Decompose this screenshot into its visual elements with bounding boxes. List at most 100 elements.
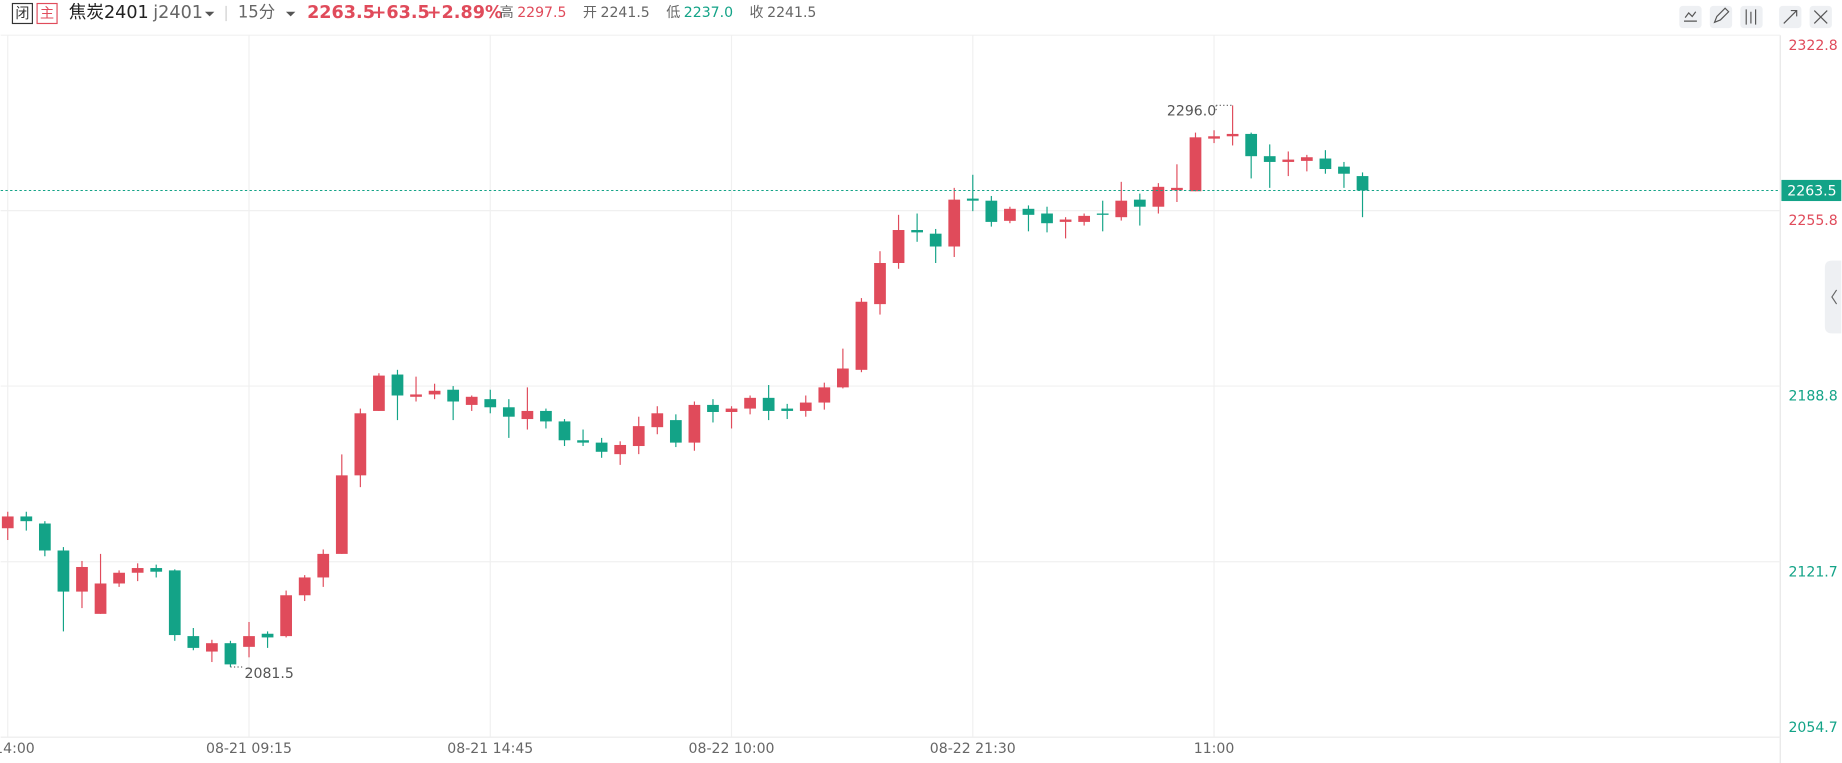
status-box xyxy=(11,2,33,25)
y-tick-label: 2054.7 xyxy=(1788,720,1837,736)
candle-body xyxy=(874,263,886,305)
symbol-name[interactable]: 焦炭2401 xyxy=(69,3,149,23)
header: 闭 主 焦炭2401 j2401 15分 2263.5 +63.5 +2.89%… xyxy=(11,2,816,25)
candle-body xyxy=(20,516,33,522)
candle-body xyxy=(187,636,200,648)
collapse-tab[interactable] xyxy=(1824,260,1842,334)
candle-body xyxy=(1189,137,1202,192)
tool-button[interactable] xyxy=(1679,5,1702,29)
period-dropdown[interactable] xyxy=(285,11,296,17)
candle-body xyxy=(335,475,348,554)
stat-value: 2241.5 xyxy=(767,5,816,21)
candle-body xyxy=(1096,213,1109,215)
candle-body xyxy=(373,375,385,411)
tool-icon xyxy=(1745,9,1757,25)
candle-body xyxy=(1282,159,1295,162)
candle-body xyxy=(38,523,51,551)
candle-body xyxy=(57,550,70,592)
x-tick-label: 08-21 14:45 xyxy=(447,741,533,757)
tool-icon xyxy=(1713,7,1730,24)
candle-body xyxy=(1133,199,1146,207)
candle-body xyxy=(150,568,163,572)
collapse-tab-bg[interactable] xyxy=(1824,260,1842,334)
candle-body xyxy=(1226,133,1239,137)
candle-body xyxy=(911,230,923,233)
candle-body xyxy=(669,420,682,443)
candle-body xyxy=(744,397,756,409)
candle-body xyxy=(707,404,719,412)
tool-icon xyxy=(1684,11,1697,22)
close-icon xyxy=(1813,10,1828,24)
candle-body xyxy=(94,583,107,614)
candle-body xyxy=(131,568,144,573)
candle-body xyxy=(243,636,255,647)
candle-body xyxy=(1263,156,1276,162)
candle-body xyxy=(206,643,218,652)
candle-body xyxy=(1319,158,1332,170)
candle-body xyxy=(484,399,497,408)
symbol-code[interactable]: j2401 xyxy=(152,3,203,23)
stat-label: 低 xyxy=(666,5,680,21)
candle-body xyxy=(76,566,88,592)
candle-body xyxy=(948,199,961,247)
candle-body xyxy=(855,301,868,370)
y-tick-label: 2255.8 xyxy=(1788,213,1837,229)
candle-body xyxy=(391,374,404,396)
stat-value: 2297.5 xyxy=(517,5,566,21)
candle-body xyxy=(892,230,905,264)
toolbar xyxy=(1679,5,1832,29)
last-price-tag xyxy=(1781,179,1842,202)
candle-body xyxy=(1300,157,1313,161)
candle-body xyxy=(818,387,831,403)
mode-box xyxy=(36,2,58,25)
candle-body xyxy=(1245,133,1258,157)
stat-value: 2241.5 xyxy=(601,5,650,21)
last-price-label: 2263.5 xyxy=(1787,184,1836,200)
y-tick-label: 2121.7 xyxy=(1788,564,1837,580)
x-tick-label: 08-21 09:15 xyxy=(206,741,292,757)
candle-body xyxy=(1338,166,1350,174)
mode: 主 xyxy=(40,6,54,22)
x-tick-label: 08-22 10:00 xyxy=(689,741,775,757)
candle-body xyxy=(280,595,292,637)
candle-body xyxy=(966,198,979,201)
stat-label: 开 xyxy=(583,5,597,21)
candle-body xyxy=(762,397,775,411)
stat-label: 高 xyxy=(500,4,514,21)
min-label: 2081.5 xyxy=(245,666,294,682)
candle-body xyxy=(577,440,589,443)
candle-body xyxy=(502,407,515,417)
candle-body xyxy=(224,643,237,665)
candle-body xyxy=(632,426,645,447)
candle-body xyxy=(113,572,125,584)
candle-body xyxy=(929,233,942,247)
candle-body xyxy=(799,402,812,411)
candle-body xyxy=(261,633,274,638)
symbol-dropdown[interactable] xyxy=(204,11,215,17)
candle-body xyxy=(298,577,311,596)
change-pct: +2.89% xyxy=(427,3,503,23)
candle-body xyxy=(1171,187,1183,191)
candle-body xyxy=(410,394,422,397)
candle-body xyxy=(354,413,367,476)
x-tick-label: 08-22 21:30 xyxy=(930,741,1016,757)
status: 闭 xyxy=(15,6,29,22)
candle-body xyxy=(1078,215,1091,222)
candle-body xyxy=(595,442,608,452)
y-tick-label: 2188.8 xyxy=(1788,389,1837,405)
candle-body xyxy=(447,389,460,402)
candle-body xyxy=(1115,200,1128,218)
candle-body xyxy=(1004,208,1016,221)
x-tick-label: 8 14:00 xyxy=(0,741,35,757)
max-label: 2296.0 xyxy=(1167,103,1216,119)
candle-body xyxy=(1041,213,1053,224)
period[interactable]: 15分 xyxy=(238,2,275,21)
candle-body xyxy=(540,410,552,422)
x-tick-label: 11:00 xyxy=(1194,741,1235,757)
candle-body xyxy=(465,396,478,405)
collapse-arrow xyxy=(1831,289,1838,305)
candle-body xyxy=(1152,186,1165,207)
tool-button[interactable] xyxy=(1709,5,1733,29)
